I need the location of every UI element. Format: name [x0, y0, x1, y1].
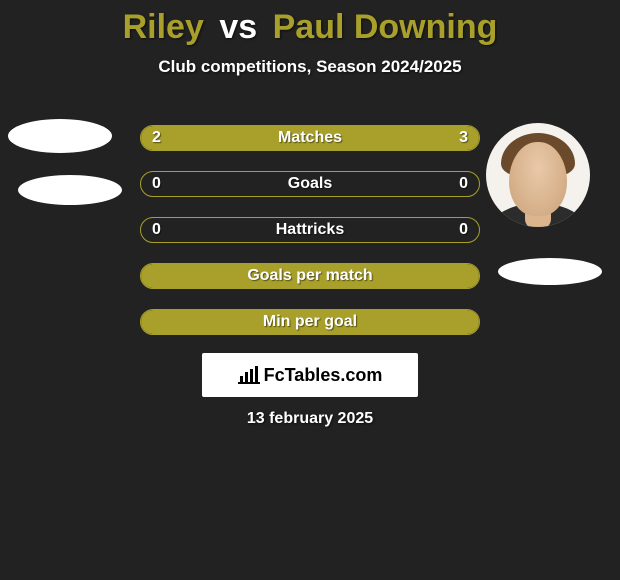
bar-track: [140, 217, 480, 243]
title-player-right: Paul Downing: [273, 8, 498, 46]
bar-track: [140, 309, 480, 335]
page-title: Riley vs Paul Downing: [0, 0, 620, 47]
bar-chart-icon: [238, 366, 260, 384]
stat-row: Goals00: [140, 171, 480, 197]
player-photo-right: [486, 123, 590, 227]
bar-track: [140, 263, 480, 289]
stat-row: Matches23: [140, 125, 480, 151]
stat-row: Min per goal: [140, 309, 480, 335]
decor-ellipse: [498, 258, 602, 285]
fctables-logo[interactable]: FcTables.com: [202, 353, 418, 397]
title-player-left: Riley: [123, 8, 204, 46]
bar-fill-left: [141, 310, 479, 334]
comparison-bars: Matches23 Goals00 Hattricks00 Goals per mat…: [140, 125, 480, 355]
bar-track: [140, 171, 480, 197]
title-vs: vs: [219, 8, 257, 46]
bar-track: [140, 125, 480, 151]
decor-ellipse: [8, 119, 112, 153]
logo-text: FcTables.com: [264, 365, 383, 386]
decor-ellipse: [18, 175, 122, 205]
stat-row: Goals per match: [140, 263, 480, 289]
date: 13 february 2025: [0, 410, 620, 428]
subtitle: Club competitions, Season 2024/2025: [0, 57, 620, 77]
bar-fill-left: [141, 264, 479, 288]
stat-row: Hattricks00: [140, 217, 480, 243]
bar-fill-left: [141, 126, 479, 150]
